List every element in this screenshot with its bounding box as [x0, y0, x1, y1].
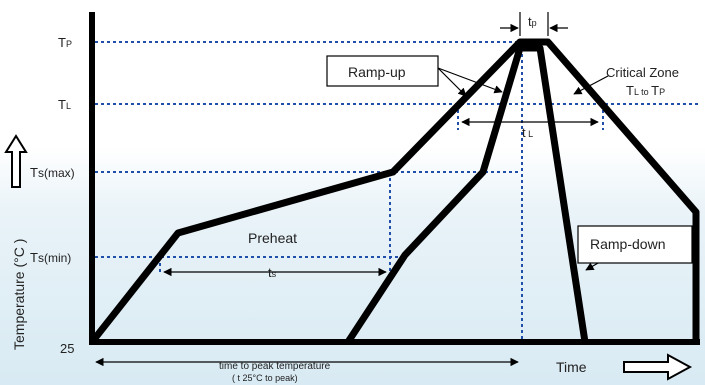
critical-zone-sub: TL to TP [626, 83, 665, 98]
tick-tl: TL [58, 97, 71, 112]
tick-25: 25 [60, 341, 74, 356]
time-to-peak-sublabel: ( t 25°C to peak) [232, 373, 298, 383]
lower-profile-curve [89, 38, 700, 345]
ramp-up-box [326, 55, 439, 87]
critical-zone-pointer [573, 75, 609, 95]
critical-zone-label: Critical Zone [606, 65, 679, 80]
up-arrow-icon [4, 134, 28, 188]
ramp-down-box [577, 225, 693, 264]
tp-width-arrows [500, 12, 568, 36]
y-axis-title-group: Temperature (°C ) [4, 134, 28, 350]
x-axis-title: Time [556, 359, 587, 375]
tp-width-label: tp [528, 14, 537, 29]
y-axis-title: Temperature (°C ) [11, 239, 27, 350]
ramp-up-pointers [437, 67, 503, 97]
ts-width-label: ts [268, 265, 277, 280]
tick-tp: TP [58, 35, 72, 50]
profiles [89, 38, 700, 345]
guide-lines [95, 41, 700, 345]
preheat-label: Preheat [248, 230, 297, 246]
ramp-up-label: Ramp-up [348, 64, 406, 80]
tl-width-label: t L [522, 125, 533, 140]
time-to-peak-label: time to peak temperature [219, 361, 331, 372]
ramp-down-label: Ramp-down [590, 236, 665, 252]
upper-profile-curve [345, 44, 589, 344]
axes [89, 12, 700, 345]
tick-tsmin: Ts(min) [30, 250, 71, 265]
right-arrow-icon [623, 353, 693, 381]
tick-tsmax: Ts(max) [30, 165, 75, 180]
